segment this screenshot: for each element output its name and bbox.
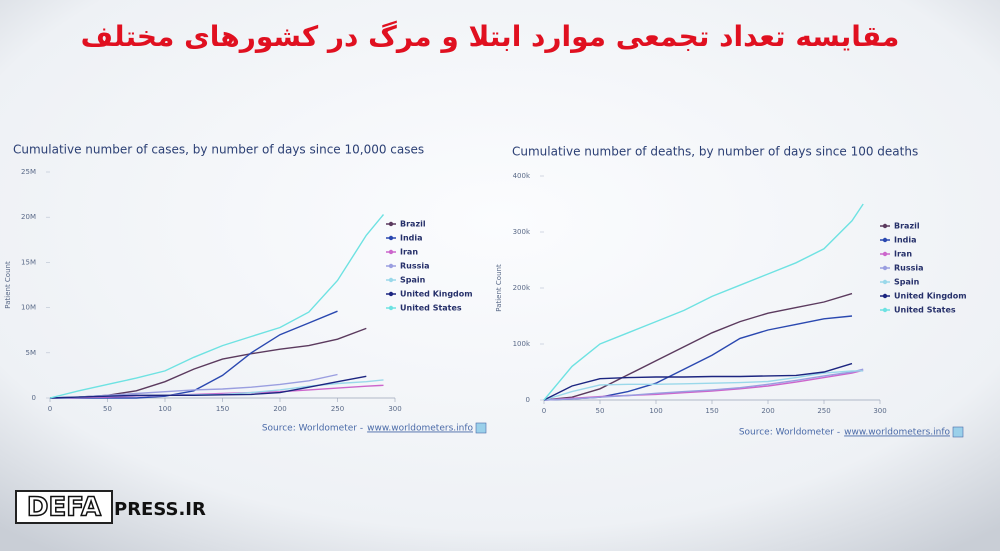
legend-label: India	[894, 236, 917, 245]
x-tick-label: 0	[542, 407, 546, 415]
legend-label: Brazil	[400, 220, 426, 229]
x-tick-label: 50	[596, 407, 605, 415]
y-tick-label: 20M	[21, 213, 36, 221]
legend-label: Russia	[400, 262, 430, 271]
legend-marker	[882, 279, 888, 285]
legend-marker	[882, 307, 888, 313]
series-line	[543, 370, 864, 401]
series-line	[543, 292, 853, 401]
y-tick-label: 0	[526, 396, 530, 404]
logo-right: PRESS.IR	[114, 499, 206, 520]
legend-marker	[388, 263, 394, 269]
legend-label: United States	[400, 304, 462, 313]
x-tick-label: 150	[216, 405, 229, 413]
x-tick-label: 0	[48, 405, 52, 413]
source-link: www.worldometers.info	[844, 428, 950, 438]
x-tick-label: 250	[817, 407, 830, 415]
source-link: www.worldometers.info	[367, 424, 473, 434]
logo-left: DEFA	[27, 493, 101, 523]
legend-label: United States	[894, 306, 956, 315]
y-tick-label: 5M	[26, 349, 37, 357]
source-text: Source: Worldometer -	[262, 424, 363, 434]
x-tick-label: 300	[388, 405, 401, 413]
legend-label: Iran	[400, 248, 418, 257]
source-icon	[475, 422, 487, 434]
y-tick-label: 10M	[21, 304, 36, 312]
legend-label: Spain	[400, 276, 426, 285]
logo-box	[15, 490, 113, 524]
x-tick-label: 100	[158, 405, 171, 413]
y-tick-label: 25M	[21, 168, 36, 176]
source-icon	[952, 426, 964, 438]
series-line	[543, 203, 864, 401]
logo: DEFA PRESS.IR	[15, 490, 206, 524]
x-tick-label: 200	[761, 407, 774, 415]
y-tick-label: 300k	[513, 228, 531, 236]
x-tick-label: 150	[705, 407, 718, 415]
legend-marker	[882, 223, 888, 229]
chart-title: Cumulative number of deaths, by number o…	[512, 145, 918, 159]
x-tick-label: 200	[273, 405, 286, 413]
legend-marker	[882, 293, 888, 299]
x-tick-label: 100	[649, 407, 662, 415]
legend-label: Russia	[894, 264, 924, 273]
series-line	[543, 368, 864, 401]
legend-label: United Kingdom	[400, 290, 473, 299]
y-tick-label: 400k	[513, 172, 531, 180]
legend-marker	[882, 265, 888, 271]
y-tick-label: 100k	[513, 340, 531, 348]
legend-marker	[388, 235, 394, 241]
y-axis-label: Patient Count	[495, 264, 503, 312]
legend-marker	[388, 305, 394, 311]
legend-marker	[388, 277, 394, 283]
chart-title: Cumulative number of cases, by number of…	[13, 143, 424, 157]
series-line	[49, 384, 384, 399]
y-tick-label: 0	[32, 394, 36, 402]
page-title: مقایسه تعداد تجمعی موارد ابتلا و مرگ در …	[81, 20, 900, 53]
legend-label: Spain	[894, 278, 920, 287]
legend-label: United Kingdom	[894, 292, 967, 301]
legend-label: Iran	[894, 250, 912, 259]
series-line	[49, 375, 367, 399]
x-tick-label: 250	[331, 405, 344, 413]
series-line	[50, 310, 338, 399]
y-axis-label: Patient Count	[4, 261, 12, 309]
legend-marker	[388, 249, 394, 255]
series-line	[543, 362, 853, 401]
y-tick-label: 200k	[513, 284, 531, 292]
legend-label: India	[400, 234, 423, 243]
legend-marker	[882, 251, 888, 257]
x-tick-label: 300	[873, 407, 886, 415]
legend-marker	[882, 237, 888, 243]
x-tick-label: 50	[103, 405, 112, 413]
legend-marker	[388, 291, 394, 297]
series-line	[49, 214, 385, 399]
y-tick-label: 15M	[21, 258, 36, 266]
legend-marker	[388, 221, 394, 227]
legend-label: Brazil	[894, 222, 920, 231]
source-text: Source: Worldometer -	[739, 428, 840, 438]
